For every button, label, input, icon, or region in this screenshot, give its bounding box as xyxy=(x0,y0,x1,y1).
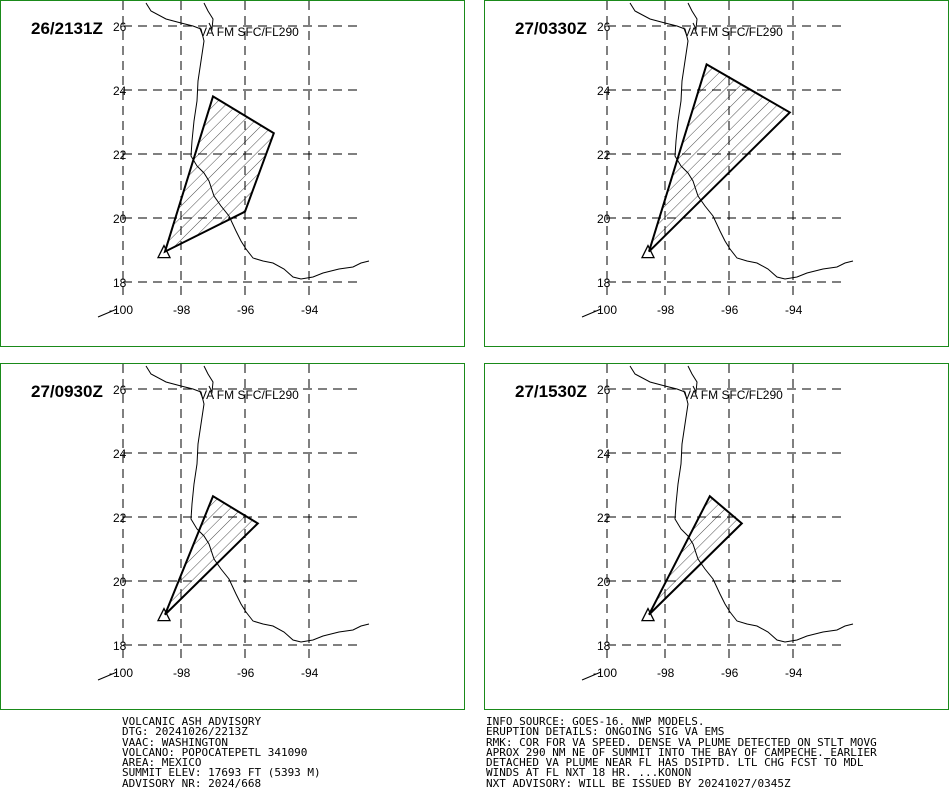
latitude-tick-label: 24 xyxy=(597,447,611,461)
panel-time-label: 27/0330Z xyxy=(515,19,587,38)
graticule xyxy=(606,364,845,664)
latitude-tick-label: 24 xyxy=(113,84,127,98)
axis-corner-tick xyxy=(97,671,118,681)
ash-plume-polygon xyxy=(164,494,260,616)
latitude-tick-label: 18 xyxy=(597,276,611,290)
forecast-panel-2: 26 24 22 20 18 -100 -98 -96 -94 VA FM SFC/FL290 27… xyxy=(484,0,949,347)
latitude-tick-label: 24 xyxy=(597,84,611,98)
latitude-tick-label: 20 xyxy=(113,212,127,226)
ash-plume-polygon xyxy=(163,94,276,254)
altitude-label: VA FM SFC/FL290 xyxy=(683,25,783,39)
advisory-line: SUMMIT ELEV: 17693 FT (5393 M) xyxy=(122,766,321,780)
latitude-tick-label: 18 xyxy=(597,639,611,653)
longitude-tick-label: -100 xyxy=(593,303,617,317)
advisory-line: AREA: MEXICO xyxy=(122,756,202,770)
latitude-tick-label: 20 xyxy=(597,212,611,226)
latitude-tick-label: 22 xyxy=(113,511,127,525)
map-svg: 26 24 22 20 18 -100 -98 -96 -94 VA FM SFC/FL290 xyxy=(97,364,370,681)
volcano-triangle-icon xyxy=(156,244,172,259)
longitude-tick-label: -100 xyxy=(109,666,133,680)
panel-time-label: 27/0930Z xyxy=(31,382,103,401)
latitude-tick-label: 24 xyxy=(113,447,127,461)
advisory-line: ERUPTION DETAILS: ONGOING SIG VA EMS xyxy=(486,725,725,739)
latitude-tick-label: 26 xyxy=(113,383,127,397)
longitude-tick-label: -98 xyxy=(173,666,191,680)
forecast-panel-4: 26 24 22 20 18 -100 -98 -96 -94 VA FM SFC/FL290 27… xyxy=(484,363,949,710)
advisory-line: DTG: 20241026/2213Z xyxy=(122,725,248,739)
coastline xyxy=(203,365,214,394)
latitude-tick-label: 26 xyxy=(597,383,611,397)
longitude-tick-label: -100 xyxy=(593,666,617,680)
graticule xyxy=(606,1,845,301)
coastline xyxy=(687,2,698,31)
latitude-tick-label: 26 xyxy=(597,20,611,34)
coastline xyxy=(203,2,214,31)
latitude-tick-label: 18 xyxy=(113,276,127,290)
ash-plume-polygon xyxy=(648,494,744,616)
altitude-label: VA FM SFC/FL290 xyxy=(683,388,783,402)
latitude-tick-label: 22 xyxy=(113,148,127,162)
coastline xyxy=(687,365,698,394)
latitude-tick-label: 26 xyxy=(113,20,127,34)
longitude-tick-label: -96 xyxy=(237,666,255,680)
volcano-triangle-icon xyxy=(640,244,656,259)
ash-plume-polygon xyxy=(648,62,792,253)
forecast-panel-3: 26 24 22 20 18 -100 -98 -96 -94 VA FM SFC/FL290 27… xyxy=(0,363,465,710)
panel-time-label: 26/2131Z xyxy=(31,19,103,38)
latitude-tick-label: 22 xyxy=(597,511,611,525)
advisory-line: DETACHED VA PLUME NEAR FL HAS DSIPTD. LT… xyxy=(486,756,864,770)
advisory-line: VAAC: WASHINGTON xyxy=(122,735,228,749)
longitude-tick-label: -98 xyxy=(657,303,675,317)
longitude-tick-label: -96 xyxy=(721,303,739,317)
advisory-line: VOLCANIC ASH ADVISORY xyxy=(122,715,262,728)
longitude-tick-label: -98 xyxy=(657,666,675,680)
map-svg: 26 24 22 20 18 -100 -98 -96 -94 VA FM SFC/FL290 xyxy=(581,1,854,318)
advisory-line: VOLCANO: POPOCATEPETL 341090 xyxy=(122,745,308,759)
longitude-tick-label: -94 xyxy=(301,666,319,680)
volcano-triangle-icon xyxy=(640,607,656,622)
longitude-tick-label: -94 xyxy=(785,666,803,680)
advisory-line: WINDS AT FL NXT 18 HR. ...KONON xyxy=(486,766,692,780)
advisory-line: ADVISORY NR: 2024/668 xyxy=(122,776,262,790)
advisory-line: NXT ADVISORY: WILL BE ISSUED BY 20241027… xyxy=(486,776,791,790)
latitude-tick-label: 20 xyxy=(597,575,611,589)
altitude-label: VA FM SFC/FL290 xyxy=(199,388,299,402)
longitude-tick-label: -96 xyxy=(721,666,739,680)
axis-corner-tick xyxy=(581,308,602,318)
volcano-triangle-icon xyxy=(156,607,172,622)
map-svg: 26 24 22 20 18 -100 -98 -96 -94 VA FM SFC/FL290 xyxy=(97,1,370,318)
longitude-tick-label: -96 xyxy=(237,303,255,317)
latitude-tick-label: 22 xyxy=(597,148,611,162)
axis-corner-tick xyxy=(581,671,602,681)
longitude-tick-label: -100 xyxy=(109,303,133,317)
panel-time-label: 27/1530Z xyxy=(515,382,587,401)
map-svg: 26 24 22 20 18 -100 -98 -96 -94 VA FM SFC/FL290 xyxy=(581,364,854,681)
graticule xyxy=(122,364,361,664)
advisory-line: RMK: COR FOR VA SPEED. DENSE VA PLUME DE… xyxy=(486,735,877,749)
axis-corner-tick xyxy=(97,308,118,318)
advisory-details-block: INFO SOURCE: GOES-16. NWP MODELS. ERUPTIO… xyxy=(486,715,877,790)
latitude-tick-label: 18 xyxy=(113,639,127,653)
latitude-tick-label: 20 xyxy=(113,575,127,589)
longitude-tick-label: -94 xyxy=(785,303,803,317)
longitude-tick-label: -98 xyxy=(173,303,191,317)
longitude-tick-label: -94 xyxy=(301,303,319,317)
advisory-header-block: VOLCANIC ASH ADVISORY DTG: 20241026/2213Z… xyxy=(122,715,321,790)
forecast-panel-1: 26 24 22 20 18 -100 -98 -96 -94 VA FM SFC/FL290 26… xyxy=(0,0,465,347)
advisory-line: INFO SOURCE: GOES-16. NWP MODELS. xyxy=(486,715,705,728)
advisory-line: APROX 290 NM NE OF SUMMIT INTO THE BAY O… xyxy=(486,745,877,759)
altitude-label: VA FM SFC/FL290 xyxy=(199,25,299,39)
